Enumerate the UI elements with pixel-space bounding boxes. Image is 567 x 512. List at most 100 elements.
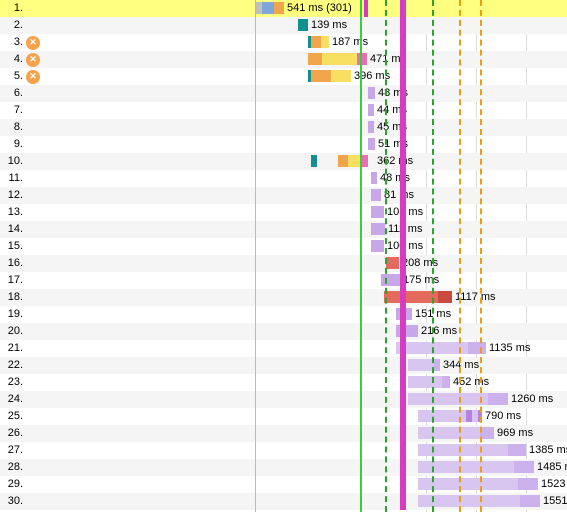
row-number: 8. [0,119,25,136]
request-row[interactable]: 22.-2021-US.jpg [0,357,255,374]
request-row[interactable]: 9.ge%20(8).png [0,136,255,153]
timing-label: 452 ms [450,374,489,391]
timing-segment [371,223,385,235]
request-row[interactable]: 3.46f4dbb_all.css [0,34,255,51]
timing-segment [322,53,357,65]
timing-segment [331,70,351,82]
timing-segment [338,155,348,167]
request-row[interactable]: 11.au-japon.png [0,170,255,187]
waterfall-row[interactable]: 1523 ms [256,476,567,493]
request-row[interactable]: 24.-coree-3.jpg [0,391,255,408]
spacer-icon [26,138,40,152]
request-row[interactable]: 21.age-noel.jpg [0,340,255,357]
request-row[interactable]: 30.nch-bag.jpg [0,493,255,510]
request-row[interactable]: 20.ome-page.jpg [0,323,255,340]
request-row[interactable]: 28.ce-cake.jpg [0,459,255,476]
request-row[interactable]: 2. [0,17,255,34]
timing-segment [321,36,329,48]
waterfall-row[interactable]: 175 ms [256,272,567,289]
request-row[interactable]: 1. [0,0,255,17]
timing-segment [362,155,368,167]
request-row[interactable]: 7.01976062.jpg [0,102,255,119]
waterfall-row[interactable]: 1385 ms [256,442,567,459]
request-row[interactable]: 13.okeball.png [0,204,255,221]
waterfall-row[interactable]: 969 ms [256,425,567,442]
timing-segment [488,393,508,405]
waterfall-row[interactable]: 208 ms [256,255,567,272]
waterfall-row[interactable]: 45 ms [256,119,567,136]
timing-label: 1385 ms [526,442,567,459]
request-row[interactable]: 10.rm.js [0,153,255,170]
timing-label: 1551 ms [540,493,567,510]
waterfall-row[interactable]: 344 ms [256,357,567,374]
spacer-icon [26,478,40,492]
waterfall-row[interactable]: 790 ms [256,408,567,425]
request-row[interactable]: 18.VI_a2w.woff2 [0,289,255,306]
spacer-icon [26,223,40,237]
waterfall-row[interactable]: 139 ms [256,17,567,34]
waterfall-row[interactable]: 102 ms [256,204,567,221]
request-row[interactable]: 23.ce-cake.jpg [0,374,255,391]
warning-icon [26,36,40,50]
timing-label: 1135 ms [486,340,530,357]
waterfall-row[interactable]: 1260 ms [256,391,567,408]
spacer-icon [26,410,40,424]
request-row[interactable]: 27.e-mobile.jpg [0,442,255,459]
row-number: 14. [0,221,25,238]
waterfall-row[interactable]: 151 ms [256,306,567,323]
request-row[interactable]: 29.ocoa-bag.jpg [0,476,255,493]
timing-label: 187 ms [329,34,368,51]
row-number: 24. [0,391,25,408]
row-number: 29. [0,476,25,493]
request-row[interactable]: 17.a-rocket.png [0,272,255,289]
timing-segment [514,461,534,473]
timing-label: 362 ms [374,153,413,170]
waterfall-row[interactable]: 396 ms [256,68,567,85]
timing-marker [360,0,362,512]
timing-segment [442,376,450,388]
waterfall-row[interactable]: 216 ms [256,323,567,340]
request-row[interactable]: 26.obile-US.jpg [0,425,255,442]
request-row[interactable]: 19.opyscape.png [0,306,255,323]
row-number: 15. [0,238,25,255]
waterfall-row[interactable]: 100 ms [256,238,567,255]
row-number: 1. [0,0,25,17]
waterfall-row[interactable]: 44 ms [256,102,567,119]
request-row[interactable]: 15.sprite.png [0,238,255,255]
request-row[interactable]: 8.a-menu-3.png [0,119,255,136]
request-row[interactable]: 12.e%20(7).png [0,187,255,204]
waterfall-row[interactable]: 48 ms [256,170,567,187]
request-row[interactable]: 6.- plus.png [0,85,255,102]
waterfall-row[interactable]: 1485 ms [256,459,567,476]
waterfall-row[interactable]: 187 ms [256,34,567,51]
waterfall-row[interactable]: 1117 ms [256,289,567,306]
spacer-icon [26,461,40,475]
timing-segment [311,70,331,82]
spacer-icon [26,189,40,203]
waterfall-row[interactable]: 111 ms [256,221,567,238]
timing-segment [368,87,375,99]
spacer-icon [26,376,40,390]
waterfall-row[interactable]: 362 ms [256,153,567,170]
waterfall-row[interactable]: 452 ms [256,374,567,391]
timing-segment [262,2,274,14]
request-list[interactable]: 1.2.3.46f4dbb_all.css4.6f4019113a24.js5.… [0,0,256,512]
waterfall-row[interactable]: 541 ms (301) [256,0,567,17]
spacer-icon [26,19,40,33]
waterfall-chart[interactable]: 541 ms (301)139 ms187 ms471 ms396 ms48 m… [256,0,567,512]
request-row[interactable]: 5.pro.fontawesome.com - all.css [0,68,255,85]
request-row[interactable]: 16.ebfont.woff2 [0,255,255,272]
timing-segment [357,53,367,65]
timing-segment [371,206,384,218]
row-number: 25. [0,408,25,425]
waterfall-row[interactable]: 81 ms [256,187,567,204]
waterfall-row[interactable]: 48 ms [256,85,567,102]
request-row[interactable]: 14.e%20(11).png [0,221,255,238]
request-row[interactable]: 25.obile-US.jpg [0,408,255,425]
waterfall-row[interactable]: 1135 ms [256,340,567,357]
waterfall-row[interactable]: 1551 ms [256,493,567,510]
request-row[interactable]: 4.6f4019113a24.js [0,51,255,68]
waterfall-row[interactable]: 51 ms [256,136,567,153]
row-number: 17. [0,272,25,289]
waterfall-row[interactable]: 471 ms [256,51,567,68]
